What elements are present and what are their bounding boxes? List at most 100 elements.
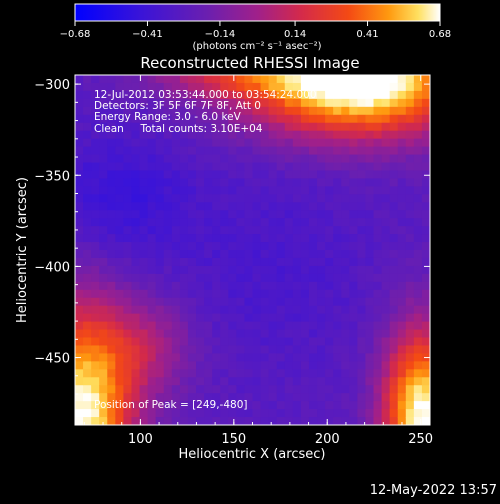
heatmap-cell [179, 218, 189, 227]
heatmap-cell [75, 146, 84, 156]
heatmap-cell [179, 321, 189, 331]
heatmap-cell [260, 75, 270, 84]
heatmap-cell [325, 281, 334, 291]
heatmap-cell [163, 234, 173, 243]
heatmap-cell [131, 154, 141, 164]
heatmap-cell [196, 194, 205, 203]
heatmap-cell [284, 218, 294, 227]
heatmap-cell [413, 218, 423, 227]
heatmap-cell [236, 114, 246, 124]
heatmap-cell [155, 257, 165, 267]
heatmap-cell [147, 273, 157, 283]
heatmap-cell [365, 273, 375, 283]
heatmap-cell [99, 401, 108, 410]
heatmap-cell [107, 242, 116, 251]
heatmap-cell [381, 265, 391, 275]
heatmap-cell [413, 281, 423, 291]
heatmap-cell [397, 289, 407, 299]
heatmap-cell [276, 90, 286, 100]
heatmap-cell [252, 417, 262, 425]
heatmap-cell [365, 257, 375, 267]
heatmap-cell [107, 265, 116, 275]
heatmap-cell [357, 122, 367, 132]
heatmap-cell [196, 114, 205, 124]
heatmap-cell [405, 146, 415, 156]
heatmap-cell [405, 242, 415, 251]
heatmap-cell [292, 257, 302, 267]
heatmap-cell [405, 321, 415, 331]
heatmap-cell [252, 250, 262, 259]
heatmap-cell [421, 114, 430, 124]
heatmap-cell [163, 138, 173, 148]
heatmap-cell [91, 82, 100, 92]
heatmap-cell [389, 146, 399, 156]
heatmap-cell [163, 226, 173, 235]
heatmap-cell [171, 401, 181, 410]
heatmap-cell [333, 218, 342, 227]
heatmap-cell [91, 297, 100, 307]
heatmap-cell [333, 353, 342, 362]
heatmap-cell [292, 265, 302, 275]
heatmap-cell [236, 281, 246, 291]
heatmap-cell [260, 218, 270, 227]
heatmap-cell [252, 130, 262, 140]
heatmap-cell [228, 265, 237, 275]
heatmap-cell [276, 75, 286, 84]
heatmap-cell [228, 329, 237, 339]
heatmap-cell [91, 273, 100, 283]
heatmap-cell [405, 90, 415, 100]
heatmap-cell [83, 345, 92, 354]
heatmap-cell [147, 313, 157, 323]
heatmap-cell [91, 242, 100, 251]
heatmap-cell [99, 90, 108, 100]
heatmap-cell [147, 82, 157, 92]
heatmap-cell [397, 218, 407, 227]
heatmap-cell [381, 361, 391, 370]
heatmap-cell [284, 250, 294, 259]
heatmap-cell [139, 122, 149, 132]
heatmap-cell [365, 162, 375, 172]
heatmap-cell [220, 106, 229, 116]
heatmap-cell [284, 130, 294, 140]
heatmap-cell [413, 265, 423, 275]
heatmap-cell [163, 281, 173, 291]
heatmap-cell [244, 82, 254, 92]
heatmap-cell [325, 401, 334, 410]
heatmap-cell [75, 106, 84, 116]
heatmap-cell [389, 98, 399, 108]
heatmap-cell [171, 273, 181, 283]
heatmap-cell [187, 393, 197, 402]
heatmap-cell [83, 242, 92, 251]
heatmap-cell [292, 90, 302, 100]
heatmap-cell [381, 345, 391, 354]
heatmap-cell [260, 226, 270, 235]
heatmap-cell [83, 377, 92, 386]
heatmap-cell [349, 146, 358, 156]
heatmap-cell [300, 385, 310, 394]
heatmap-cell [365, 130, 375, 140]
heatmap-cell [341, 90, 350, 100]
heatmap-cell [212, 329, 221, 339]
heatmap-cell [204, 122, 213, 132]
heatmap-cell [325, 385, 334, 394]
heatmap-cell [373, 90, 383, 100]
heatmap-cell [325, 170, 334, 179]
heatmap-cell [349, 210, 358, 219]
heatmap-cell [325, 337, 334, 347]
heatmap-cell [139, 242, 149, 251]
heatmap-cell [373, 122, 383, 132]
heatmap-cell [421, 122, 430, 132]
heatmap-cell [317, 369, 326, 378]
heatmap-cell [99, 218, 108, 227]
heatmap-cell [139, 409, 149, 418]
heatmap-cell [212, 273, 221, 283]
heatmap-cell [317, 401, 326, 410]
heatmap-cell [325, 98, 334, 108]
heatmap-cell [196, 313, 205, 323]
heatmap-cell [179, 250, 189, 259]
heatmap-cell [171, 297, 181, 307]
heatmap-cell [236, 194, 246, 203]
heatmap-cell [268, 250, 278, 259]
heatmap-cell [187, 98, 197, 108]
heatmap-cell [212, 138, 221, 148]
